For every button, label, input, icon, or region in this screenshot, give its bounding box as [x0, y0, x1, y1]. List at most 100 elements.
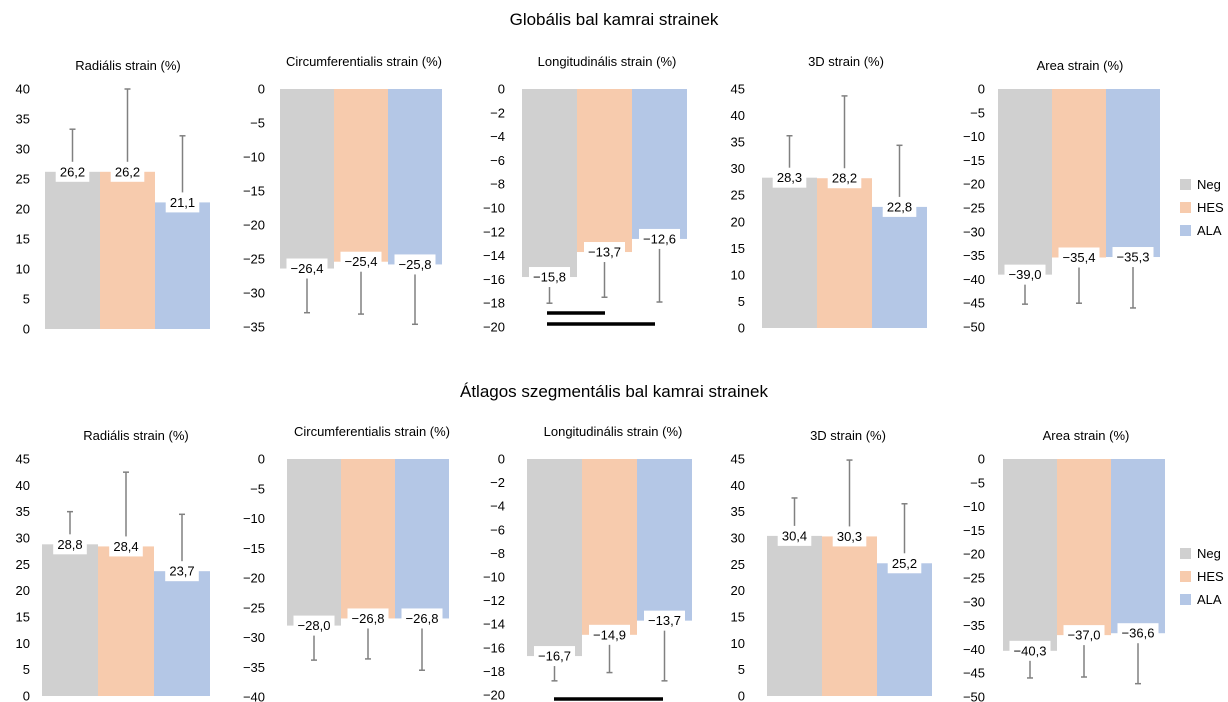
y-tick-label: 25 [16, 172, 30, 187]
legend-label: ALA [1197, 223, 1222, 238]
bar [637, 459, 692, 621]
data-label: −35,3 [1117, 250, 1150, 265]
data-label-bg [529, 267, 570, 288]
legend-item: HES [1180, 565, 1224, 588]
y-tick-label: −14 [483, 617, 505, 632]
y-tick-label: −20 [963, 547, 985, 562]
y-tick-label: 0 [738, 321, 745, 336]
y-tick-label: 0 [23, 689, 30, 702]
data-label-bg [110, 161, 145, 182]
data-label-bg [534, 646, 575, 667]
y-tick-label: 10 [16, 636, 30, 651]
y-tick-label: −16 [483, 272, 505, 287]
y-tick-label: 0 [738, 689, 745, 702]
data-label: −26,4 [291, 261, 324, 276]
chart-title: Radiális strain (%) [83, 428, 188, 443]
data-label: −35,4 [1063, 250, 1096, 265]
y-tick-label: −30 [243, 630, 265, 645]
bar [395, 459, 449, 619]
y-tick-label: 45 [16, 452, 30, 467]
y-tick-label: 40 [16, 478, 30, 493]
data-label: −39,0 [1009, 267, 1042, 282]
data-label: −16,7 [538, 649, 571, 664]
data-label-bg [1063, 625, 1105, 646]
data-label: 30,4 [782, 528, 807, 543]
y-tick-label: 0 [498, 452, 505, 467]
data-label: −26,8 [406, 611, 439, 626]
y-tick-label: 35 [731, 135, 745, 150]
y-tick-label: 15 [731, 241, 745, 256]
legend-swatch [1180, 225, 1191, 236]
y-tick-label: 10 [16, 262, 30, 277]
y-tick-label: −35 [963, 618, 985, 633]
legend-label: ALA [1197, 592, 1222, 607]
data-label: 30,3 [837, 529, 862, 544]
chart-title: Circumferentialis strain (%) [286, 54, 442, 69]
data-label-bg [293, 615, 335, 636]
bar [1057, 459, 1111, 636]
y-tick-label: 0 [258, 82, 265, 97]
y-tick-label: −35 [243, 660, 265, 675]
legend-swatch [1180, 571, 1191, 582]
bar [1052, 89, 1106, 258]
y-tick-label: −2 [490, 475, 505, 490]
y-tick-label: −20 [963, 177, 985, 192]
y-tick-label: −10 [963, 129, 985, 144]
data-label: −37,0 [1068, 628, 1101, 643]
y-tick-label: −50 [963, 690, 985, 702]
y-tick-label: −40 [243, 690, 265, 702]
y-tick-label: 25 [731, 557, 745, 572]
y-tick-label: 30 [16, 142, 30, 157]
y-tick-label: −15 [963, 523, 985, 538]
data-label-bg [347, 608, 389, 629]
bar [877, 563, 932, 696]
data-label-bg [55, 161, 90, 182]
y-tick-label: −25 [963, 201, 985, 216]
chart-title: 3D strain (%) [808, 54, 884, 69]
bar [45, 171, 100, 329]
y-tick-label: 0 [978, 82, 985, 97]
data-label: 23,7 [169, 564, 194, 579]
y-tick-label: −18 [483, 296, 505, 311]
chart-title: Area strain (%) [1037, 58, 1124, 73]
bar [762, 177, 817, 328]
y-tick-label: −8 [490, 546, 505, 561]
bar [280, 89, 334, 269]
y-tick-label: 25 [731, 188, 745, 203]
data-label: −13,7 [588, 245, 621, 260]
bar [155, 202, 210, 329]
data-label-bg [340, 251, 382, 272]
y-tick-label: 15 [16, 610, 30, 625]
data-label: 28,3 [777, 170, 802, 185]
data-label-bg [887, 553, 922, 574]
y-tick-label: 20 [731, 583, 745, 598]
bar [872, 206, 927, 328]
y-tick-label: −25 [963, 571, 985, 586]
chart-title: Circumferentialis strain (%) [294, 424, 450, 439]
data-label-bg [53, 534, 87, 555]
y-tick-label: −12 [483, 224, 505, 239]
bar [42, 544, 98, 696]
legend-label: Neg [1197, 177, 1221, 192]
section-title-segmental: Átlagos szegmentális bal kamrai strainek [459, 382, 769, 401]
data-label: −25,4 [345, 254, 378, 269]
data-label-bg [827, 168, 862, 189]
bar [1003, 459, 1057, 651]
bar [341, 459, 395, 619]
y-tick-label: −10 [483, 570, 505, 585]
chart-title: 3D strain (%) [810, 428, 886, 443]
chart-title: Radiális strain (%) [75, 58, 180, 73]
y-tick-label: 40 [16, 82, 30, 97]
data-label-bg [401, 608, 443, 629]
bar [98, 546, 154, 696]
y-tick-label: 10 [731, 636, 745, 651]
data-label-bg [165, 561, 199, 582]
data-label-bg [644, 610, 685, 631]
y-tick-label: 35 [16, 112, 30, 127]
y-tick-label: −10 [963, 499, 985, 514]
y-tick-label: 5 [23, 662, 30, 677]
y-tick-label: 15 [16, 232, 30, 247]
legend-item: HES [1180, 196, 1224, 219]
legend-swatch [1180, 548, 1191, 559]
legend-swatch [1180, 594, 1191, 605]
